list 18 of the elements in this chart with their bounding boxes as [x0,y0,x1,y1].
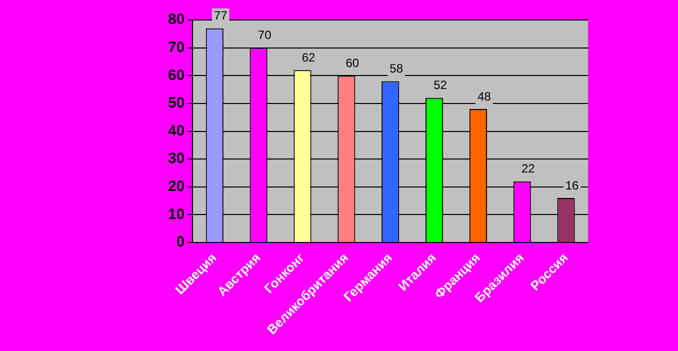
y-tick-label: 40 [168,122,185,140]
data-label: 58 [390,62,404,76]
data-label: 62 [302,50,316,64]
data-label: 16 [565,178,580,192]
data-label: 60 [346,56,360,70]
data-label: 48 [478,89,492,104]
y-tick-label: 70 [168,38,185,56]
data-label: 52 [434,78,448,92]
data-label: 77 [214,8,228,23]
y-tick-label: 30 [168,150,185,168]
y-tick-label: 60 [168,66,185,84]
data-label: 22 [521,162,536,176]
y-tick-label: 50 [168,94,185,112]
y-tick-label: 80 [168,11,185,28]
y-tick-label: 0 [176,234,185,251]
data-label: 70 [258,28,272,42]
y-tick-label: 20 [168,178,185,196]
y-tick-label: 10 [168,206,185,223]
